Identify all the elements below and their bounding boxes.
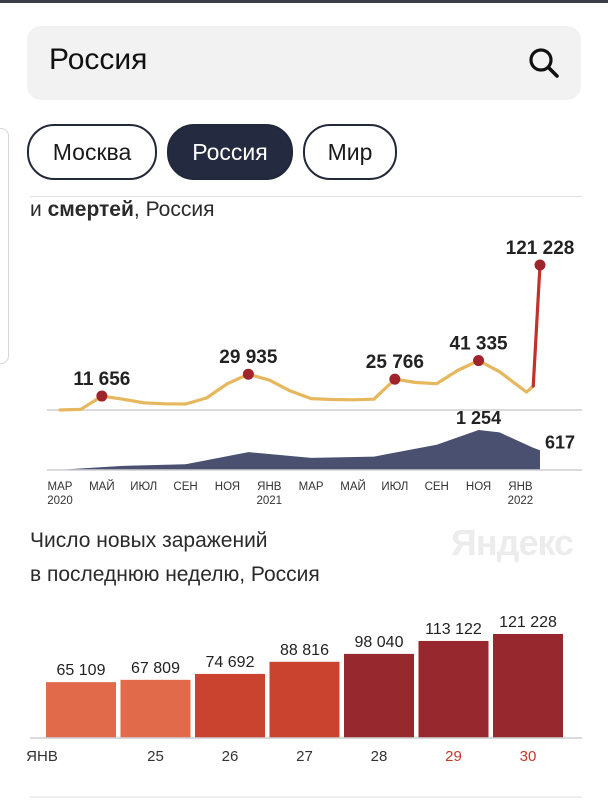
x-tick-year: 2020 [47, 495, 73, 507]
x-tick-label: МАЙ [89, 480, 115, 493]
weekly-category-label: 30 [520, 748, 537, 765]
weekly-bar-chart: 65 109 ЯНВ 67 809 25 74 692 26 88 816 27 98 040 2… [26, 614, 582, 765]
cases-peak-marker [473, 355, 485, 367]
top-border [0, 0, 608, 3]
x-tick-label: СЕН [173, 481, 197, 493]
x-tick-label: СЕН [425, 481, 449, 493]
weekly-bar-value: 113 122 [425, 621, 482, 638]
weekly-bar [195, 673, 265, 738]
x-tick-label: ИЮЛ [130, 481, 157, 493]
x-tick-label: НОЯ [215, 481, 240, 493]
yandex-watermark: Яндекс [451, 522, 574, 563]
weekly-title-line1: Число новых заражений [30, 529, 268, 552]
divider [30, 196, 582, 197]
weekly-bar-value: 121 228 [499, 614, 557, 631]
weekly-bar-value: 65 109 [57, 662, 106, 679]
cases-peak-label: 29 935 [219, 347, 278, 368]
cases-peak-marker [242, 368, 254, 380]
weekly-bar-value: 98 040 [355, 634, 404, 651]
x-tick-label: ИЮЛ [381, 481, 408, 493]
cases-peak-label: 25 766 [366, 352, 424, 373]
weekly-category-label: 25 [147, 748, 164, 765]
weekly-category-label: 26 [222, 748, 239, 765]
x-tick-label: МАР [299, 481, 324, 493]
trend-chart-title: и смертей, Россия [30, 198, 215, 221]
x-tick-year: 2022 [508, 495, 534, 507]
region-tab-moscow[interactable]: Москва [27, 124, 157, 180]
cases-peak-label: 11 656 [73, 369, 130, 390]
weekly-category-label: 29 [445, 748, 462, 765]
cases-peak-label: 121 228 [506, 238, 575, 259]
x-tick-label: ЯНВ [508, 481, 533, 493]
search-query[interactable]: Россия [49, 43, 148, 76]
weekly-bar [344, 653, 414, 738]
cases-peak-marker [96, 390, 108, 402]
region-tab-world[interactable]: Мир [303, 124, 397, 180]
cases-peak-marker [389, 373, 401, 385]
weekly-bar [269, 661, 340, 738]
trend-chart: 11 656 29 935 25 766 41 335 121 228 1 254 617 М… [47, 238, 582, 507]
deaths-label: 617 [545, 432, 575, 452]
x-tick-label: ЯНВ [257, 481, 282, 493]
weekly-bar-value: 88 816 [280, 642, 329, 659]
x-tick-label: МАР [48, 481, 73, 493]
weekly-bar [493, 634, 563, 738]
cases-surge-line [531, 263, 542, 388]
region-tab-russia[interactable]: Россия [167, 124, 293, 180]
cases-line [58, 359, 535, 412]
weekly-bar [120, 679, 191, 738]
search-icon[interactable] [527, 46, 561, 80]
weekly-category-label: 28 [371, 748, 388, 765]
bottom-divider [30, 796, 582, 798]
weekly-bar-value: 74 692 [206, 654, 255, 671]
cases-peak-marker [534, 259, 546, 271]
weekly-bar-value: 67 809 [131, 660, 180, 677]
weekly-title-line2: в последнюю неделю, Россия [30, 563, 320, 586]
deaths-label: 1 254 [456, 408, 501, 428]
x-tick-label: МАЙ [340, 480, 366, 493]
weekly-bar [46, 682, 116, 738]
cases-peak-label: 41 335 [450, 334, 509, 355]
weekly-category-label: 27 [296, 748, 313, 765]
weekly-bar [418, 640, 489, 738]
x-tick-label: НОЯ [466, 481, 491, 493]
weekly-category-label: ЯНВ [26, 748, 58, 765]
deaths-area [60, 430, 540, 470]
x-tick-year: 2021 [256, 495, 282, 507]
search-bar[interactable]: Россия [27, 26, 581, 100]
